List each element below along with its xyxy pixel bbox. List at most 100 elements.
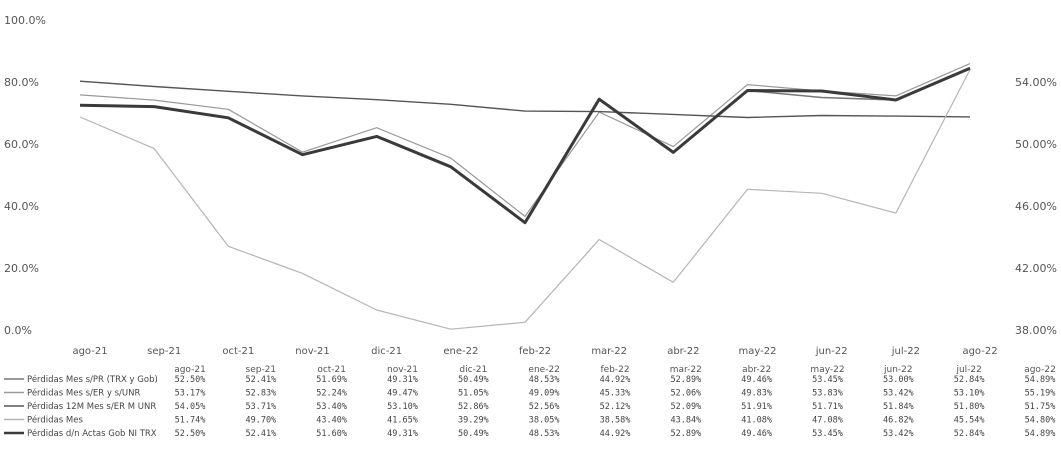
table-cell: 51.91% (741, 402, 772, 412)
x-axis-ticks: ago-21 sep-21 oct-21 nov-21 dic-21 ene-22 feb-… (72, 346, 997, 357)
table-header: oct-21 (317, 365, 346, 375)
x-tick-label: dic-21 (371, 346, 402, 357)
x-tick-label: sep-21 (147, 346, 181, 357)
table-cell: 54.05% (175, 402, 206, 412)
table-cell: 53.42% (883, 429, 914, 439)
table-cell: 53.71% (245, 402, 276, 412)
table-cell: 44.92% (600, 429, 631, 439)
table-header: ene-22 (528, 365, 559, 375)
x-tick-label: oct-21 (222, 346, 254, 357)
table-cell: 52.06% (670, 389, 701, 399)
left-tick-label: 100.0% (4, 14, 46, 27)
table-cell: 49.70% (245, 416, 276, 426)
table-cell: 53.45% (812, 429, 843, 439)
x-tick-label: ago-21 (72, 346, 107, 357)
table-header: dic-21 (459, 365, 487, 375)
table-cell: 51.60% (316, 429, 347, 439)
table-cell: 52.50% (175, 375, 206, 385)
table-cell: 53.10% (387, 402, 418, 412)
table-cell: 50.49% (458, 429, 489, 439)
table-cell: 45.54% (954, 416, 985, 426)
data-table: ago-21 sep-21 oct-21 nov-21 dic-21 ene-22 feb-… (4, 365, 1056, 439)
table-cell: 51.05% (458, 389, 489, 399)
x-tick-label: jun-22 (815, 346, 848, 357)
table-cell: 38.58% (600, 416, 631, 426)
x-tick-label: may-22 (739, 346, 777, 357)
table-cell: 49.46% (741, 375, 772, 385)
table-cell: 51.69% (316, 375, 347, 385)
left-tick-label: 0.0% (4, 324, 32, 337)
table-cell: 51.74% (175, 416, 206, 426)
table-header: jul-22 (955, 365, 981, 375)
x-tick-label: jul-22 (891, 346, 920, 357)
table-cell: 54.80% (1025, 416, 1056, 426)
left-tick-label: 40.0% (4, 200, 39, 213)
left-tick-label: 20.0% (4, 262, 39, 275)
table-cell: 43.84% (670, 416, 701, 426)
table-cell: 52.89% (670, 429, 701, 439)
table-header: mar-22 (670, 365, 702, 375)
table-cell: 54.89% (1025, 375, 1056, 385)
table-cell: 52.41% (245, 429, 276, 439)
table-header: nov-21 (387, 365, 418, 375)
table-header: sep-21 (246, 365, 277, 375)
table-cell: 51.80% (954, 402, 985, 412)
series-line (79, 80, 971, 119)
x-tick-label: mar-22 (591, 346, 627, 357)
left-tick-label: 60.0% (4, 138, 39, 151)
table-cell: 54.89% (1025, 429, 1056, 439)
table-cell: 52.12% (600, 402, 631, 412)
table-cell: 52.09% (670, 402, 701, 412)
table-header: ago-22 (1024, 365, 1056, 375)
right-tick-label: 46.00% (1015, 200, 1057, 213)
table-cell: 53.40% (316, 402, 347, 412)
table-cell: 44.92% (600, 375, 631, 385)
table-cell: 49.31% (387, 429, 418, 439)
x-tick-label: ene-22 (443, 346, 478, 357)
table-cell: 53.10% (954, 389, 985, 399)
table-cell: 52.86% (458, 402, 489, 412)
x-tick-label: nov-21 (295, 346, 329, 357)
series-line (79, 63, 971, 217)
table-cell: 52.84% (954, 375, 985, 385)
table-cell: 53.00% (883, 375, 914, 385)
table-header: jun-22 (883, 365, 913, 375)
table-cell: 52.89% (670, 375, 701, 385)
right-tick-label: 54.00% (1015, 76, 1057, 89)
table-header: feb-22 (600, 365, 629, 375)
legend-label: Pérdidas d/n Actas Gob NI TRX (27, 428, 157, 439)
table-cell: 49.09% (529, 389, 560, 399)
table-cell: 52.24% (316, 389, 347, 399)
left-tick-label: 80.0% (4, 76, 39, 89)
table-cell: 41.08% (741, 416, 772, 426)
table-cell: 53.17% (175, 389, 206, 399)
table-cell: 52.50% (175, 429, 206, 439)
x-tick-label: ago-22 (962, 346, 997, 357)
table-cell: 43.40% (316, 416, 347, 426)
x-tick-label: abr-22 (667, 346, 699, 357)
table-cell: 52.41% (245, 375, 276, 385)
table-cell: 52.84% (954, 429, 985, 439)
legend-label: Pérdidas Mes s/PR (TRX y Gob) (27, 374, 158, 385)
table-cell: 49.47% (387, 389, 418, 399)
table-cell: 53.42% (883, 389, 914, 399)
table-header: may-22 (810, 365, 844, 375)
table-header: abr-22 (742, 365, 771, 375)
table-cell: 52.83% (245, 389, 276, 399)
table-cell: 55.19% (1025, 389, 1056, 399)
table-cell: 51.84% (883, 402, 914, 412)
right-tick-label: 50.00% (1015, 138, 1057, 151)
right-tick-label: 38.00% (1015, 324, 1057, 337)
table-cell: 53.45% (812, 375, 843, 385)
legend-label: Pérdidas Mes s/ER y s/UNR (27, 388, 140, 399)
right-tick-label: 42.00% (1015, 262, 1057, 275)
series-line (79, 66, 971, 225)
table-cell: 39.29% (458, 416, 489, 426)
series-lines (79, 63, 971, 330)
table-cell: 49.46% (741, 429, 772, 439)
table-cell: 51.71% (812, 402, 843, 412)
table-cell: 48.53% (529, 429, 560, 439)
right-axis-ticks: 38.00% 42.00% 46.00% 50.00% 54.00% (1015, 76, 1057, 337)
table-cell: 47.08% (812, 416, 843, 426)
